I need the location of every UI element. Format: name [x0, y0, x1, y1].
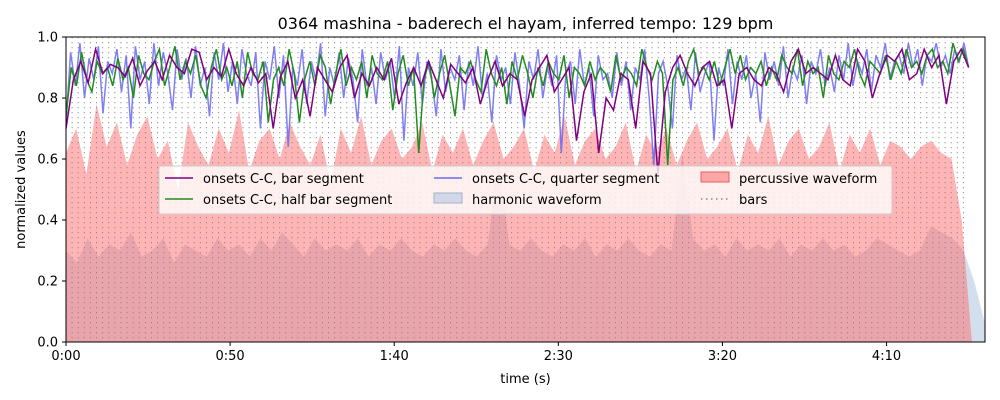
legend-label-bar-segment: onsets C-C, bar segment — [203, 172, 364, 187]
legend-label-harmonic: harmonic waveform — [472, 193, 602, 208]
percussive-waveform-area — [66, 104, 972, 342]
legend-label-quarter-segment: onsets C-C, quarter segment — [472, 172, 659, 187]
legend-swatch-harmonic — [433, 192, 463, 204]
legend-label-percussive: percussive waveform — [739, 172, 877, 187]
y-axis-ticks: 0.0 0.2 0.4 0.6 0.8 1.0 — [37, 31, 66, 351]
y-tick-label: 0.6 — [37, 153, 58, 168]
y-tick-label: 0.2 — [37, 275, 58, 290]
y-tick-label: 0.0 — [37, 336, 58, 351]
legend: onsets C-C, bar segment onsets C-C, half… — [158, 165, 893, 215]
legend-label-half-bar-segment: onsets C-C, half bar segment — [203, 193, 392, 208]
x-tick-label: 3:20 — [708, 349, 737, 364]
plot-area — [66, 37, 985, 342]
x-tick-label: 1:40 — [380, 349, 409, 364]
chart-title: 0364 mashina - baderech el hayam, inferr… — [278, 14, 774, 33]
x-tick-label: 0:50 — [216, 349, 245, 364]
onset-lines-layer — [66, 42, 970, 175]
bar-segment-line — [66, 46, 970, 175]
x-tick-label: 0:00 — [51, 349, 80, 364]
legend-swatch-percussive — [700, 171, 730, 183]
quarter-segment-line — [66, 42, 970, 166]
x-tick-label: 2:30 — [544, 349, 573, 364]
percussive-waveform-layer — [66, 104, 972, 342]
y-tick-label: 0.8 — [37, 92, 58, 107]
x-axis-label: time (s) — [500, 372, 550, 387]
legend-label-bars: bars — [739, 193, 768, 208]
axes-frame — [65, 36, 986, 343]
x-tick-label: 4:10 — [872, 349, 901, 364]
x-axis-ticks: 0:00 0:50 1:40 2:30 3:20 4:10 — [51, 342, 901, 364]
y-tick-label: 0.4 — [37, 214, 58, 229]
y-tick-label: 1.0 — [37, 31, 58, 46]
y-axis-label: normalized values — [14, 130, 29, 249]
